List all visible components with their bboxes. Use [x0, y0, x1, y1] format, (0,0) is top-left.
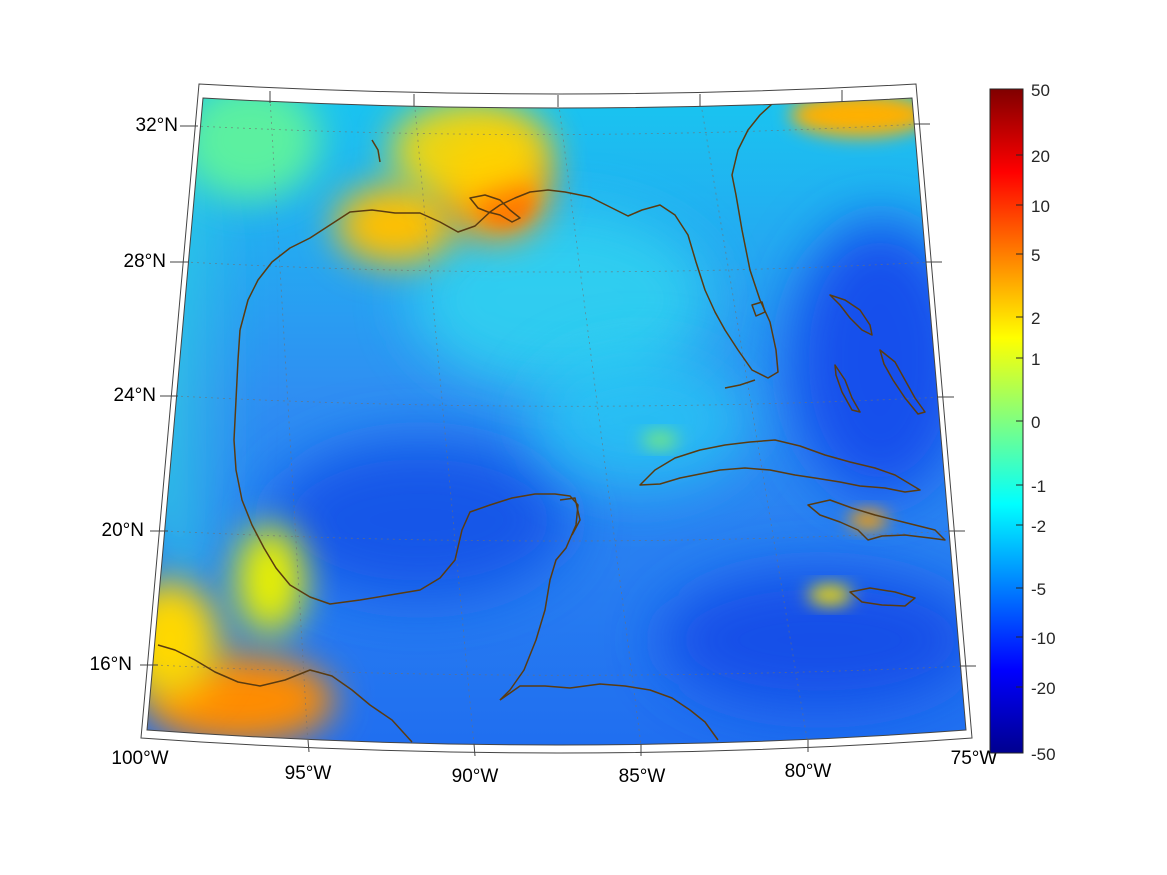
coastline-florida-panhandle-inlet — [371, 139, 381, 163]
warm-anomaly-atlantic-ne — [790, 98, 930, 137]
cool-anomaly-atlantic — [790, 220, 966, 500]
lon-label-100: 100°W — [111, 748, 168, 769]
coastline-bahamas-andros — [834, 364, 861, 413]
coastline-cuba — [639, 439, 921, 493]
colorbar-label: 1 — [1031, 350, 1040, 369]
coastline-hispaniola — [807, 499, 946, 541]
frame-inner — [146, 97, 967, 746]
lon-label-75: 75°W — [951, 748, 998, 769]
colorbar-label: 5 — [1031, 246, 1040, 265]
frame-ticks-right — [914, 123, 976, 667]
coastline-jamaica — [849, 587, 916, 607]
green-northwest — [180, 98, 320, 200]
coastline-mexico-gulf — [233, 329, 579, 701]
cyan-band-west — [147, 140, 250, 580]
colorbar-label: 2 — [1031, 309, 1040, 328]
coastline-yucatan-reef — [559, 497, 581, 536]
graticule-lon-85 — [557, 98, 642, 745]
coastline-bahamas-abaco — [829, 294, 873, 336]
graticule-lon-80 — [699, 98, 809, 745]
frame-outer — [140, 83, 973, 754]
lat-label-24: 24°N — [114, 385, 156, 406]
lat-label-20: 20°N — [102, 520, 144, 541]
coastline-bahamas-eleuthera — [879, 349, 926, 415]
graticule-lat-24 — [174, 395, 945, 407]
warm-anomaly-bahia-campeche-coast — [235, 525, 305, 635]
coastline-lake-okeechobee — [751, 301, 766, 317]
warm-anomaly-jamaica — [808, 585, 852, 605]
colorbar: 50 20 10 5 2 1 0 -1 -2 -5 -10 -20 -50 — [989, 81, 1056, 764]
cyan-north-gulf — [410, 210, 710, 390]
yellow-northern-plume — [390, 100, 550, 200]
colorbar-label: 10 — [1031, 197, 1050, 216]
graticule-lon-90 — [413, 98, 475, 745]
field-anomalies — [147, 98, 966, 745]
lon-label-80: 80°W — [785, 761, 832, 782]
colorbar-labels: 50 20 10 5 2 1 0 -1 -2 -5 -10 -20 -50 — [1031, 81, 1056, 764]
frame-ticks-bottom — [307, 739, 809, 757]
lat-label-16: 16°N — [90, 654, 132, 675]
colorbar-label: -5 — [1031, 580, 1046, 599]
coastlines — [157, 103, 946, 743]
data-field — [147, 98, 966, 745]
colorbar-label: -1 — [1031, 477, 1046, 496]
lon-label-90: 90°W — [452, 766, 499, 787]
warm-anomaly-texas-coast — [335, 185, 455, 265]
colorbar-label: -2 — [1031, 517, 1046, 536]
colorbar-label: -50 — [1031, 745, 1056, 764]
frame-ticks-left — [140, 125, 198, 666]
coastline-central-america — [499, 683, 719, 741]
colorbar-label: -10 — [1031, 629, 1056, 648]
coastline-florida-keys — [724, 379, 756, 389]
cool-anomaly-central-gulf — [270, 440, 570, 600]
lat-label-32: 32°N — [136, 115, 178, 136]
cool-anomaly-caribbean — [660, 570, 966, 710]
warm-anomaly-mexico-pacific — [147, 580, 220, 700]
graticule — [154, 98, 966, 745]
colorbar-label: -20 — [1031, 679, 1056, 698]
lat-label-28: 28°N — [124, 251, 166, 272]
coastline-us-gulf — [239, 103, 779, 379]
map-frame — [140, 83, 976, 757]
frame-ticks-top — [269, 90, 843, 107]
cyan-florida-straits — [530, 350, 750, 490]
latitude-labels: 32°N 28°N 24°N 20°N 16°N — [90, 115, 178, 675]
colorbar-ticks — [1016, 88, 1023, 754]
graticule-lon-95 — [269, 98, 309, 745]
colorbar-label: 50 — [1031, 81, 1050, 100]
coastline-mexico-pacific — [157, 644, 413, 743]
coastline-mississippi-delta — [469, 194, 521, 223]
graticule-lat-32 — [194, 123, 921, 135]
lon-label-85: 85°W — [619, 766, 666, 787]
lon-label-95: 95°W — [285, 763, 332, 784]
colorbar-label: 0 — [1031, 413, 1040, 432]
green-cuba-west — [642, 432, 678, 448]
longitude-labels: 100°W 95°W 90°W 85°W 80°W 75°W — [111, 748, 997, 787]
colorbar-label: 20 — [1031, 147, 1050, 166]
